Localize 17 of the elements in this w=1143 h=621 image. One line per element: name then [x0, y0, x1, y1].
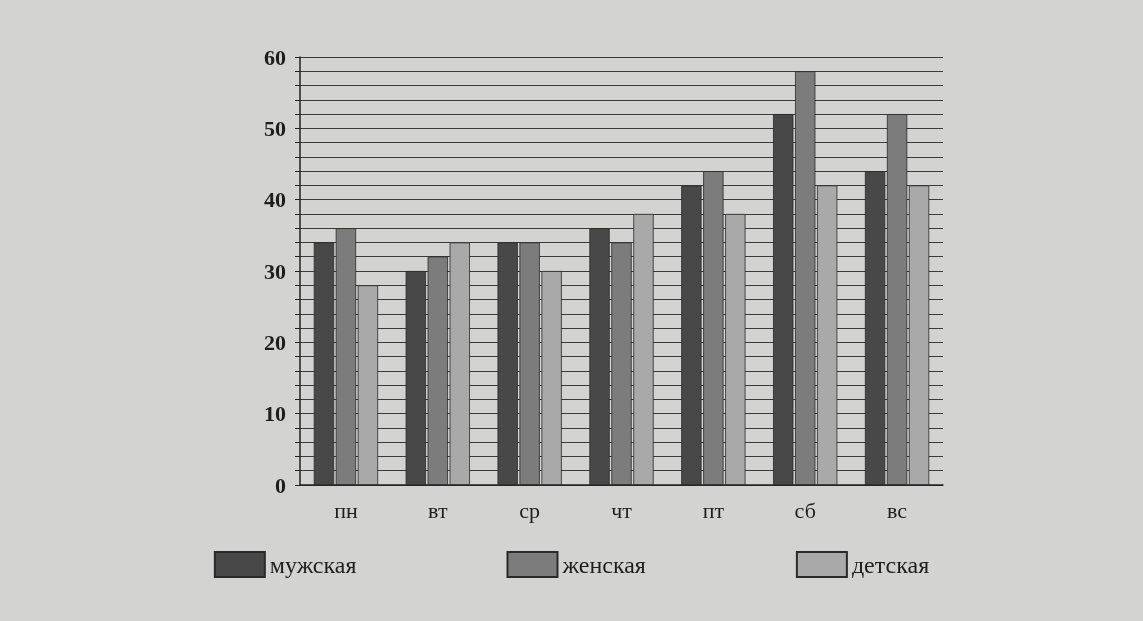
x-tick-label: пн [334, 497, 358, 523]
x-tick-label: ср [519, 497, 541, 523]
y-tick-label: 50 [264, 115, 286, 141]
y-tick-label: 60 [264, 44, 286, 70]
x-tick-label: вт [428, 497, 448, 523]
legend-label: детская [851, 551, 930, 578]
x-tick-label: чт [611, 497, 633, 523]
y-tick-label: 0 [275, 472, 286, 498]
y-tick-label: 10 [264, 401, 286, 427]
y-tick-label: 40 [264, 187, 286, 213]
y-tick-label: 30 [264, 258, 286, 284]
x-tick-label: пт [702, 497, 725, 523]
legend-label: мужская [269, 551, 357, 578]
y-tick-label: 20 [264, 329, 286, 355]
x-tick-label: сб [794, 497, 816, 523]
legend-label: женская [561, 551, 646, 578]
x-tick-label: вс [887, 497, 908, 523]
